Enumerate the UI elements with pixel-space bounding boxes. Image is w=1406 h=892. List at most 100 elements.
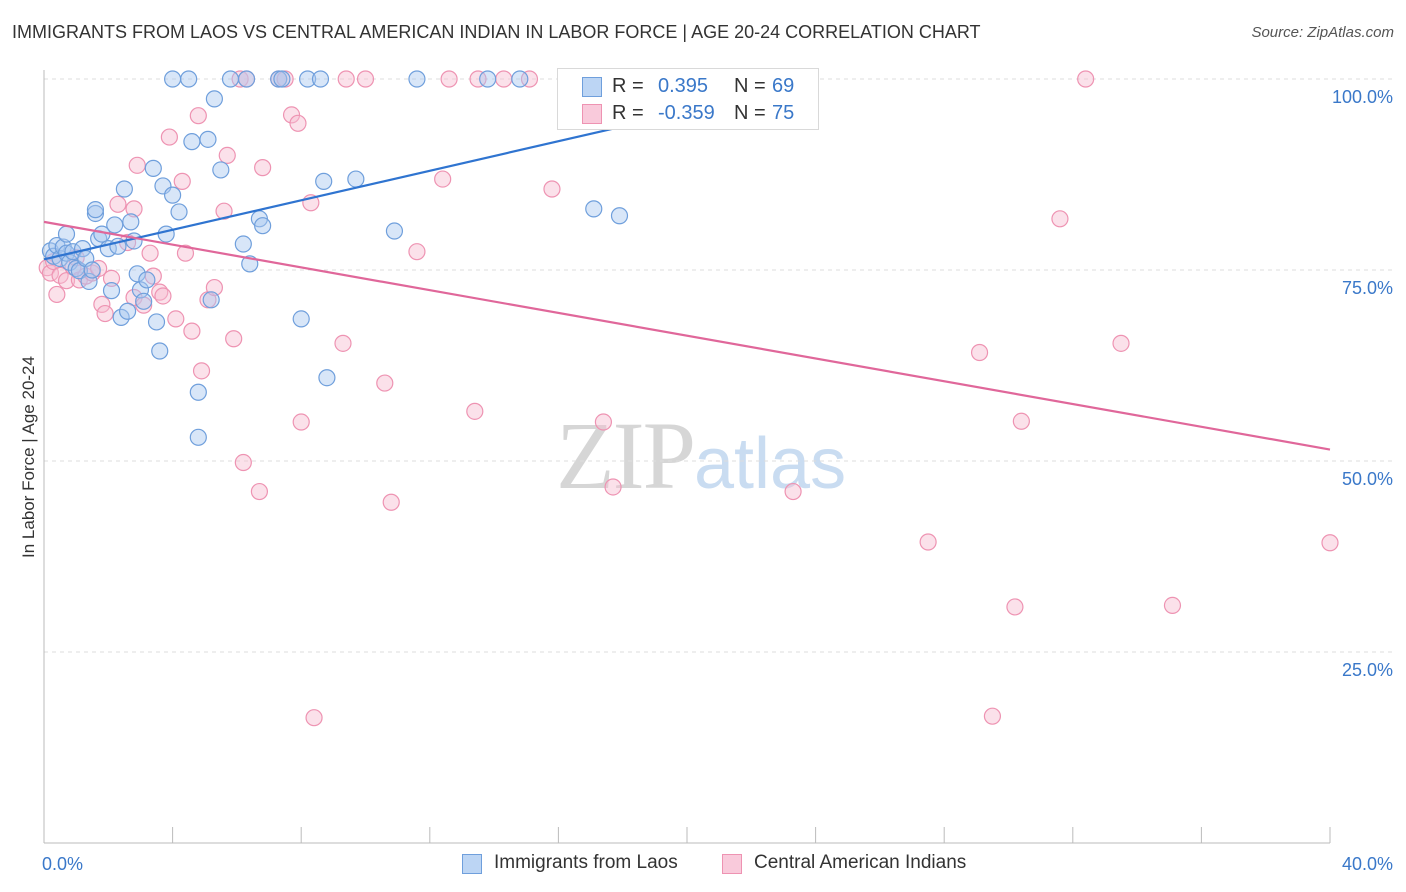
y-tick-label: 25.0% <box>1342 660 1393 680</box>
bottom-legend-swatch-pink <box>722 854 742 874</box>
central-american-point <box>173 172 191 190</box>
series-central-american-indians <box>38 70 1339 727</box>
legend-swatch-pink <box>582 104 602 124</box>
laos-point <box>164 186 182 204</box>
trend-line-laos <box>43 106 704 261</box>
bottom-legend-label-laos: Immigrants from Laos <box>494 852 678 873</box>
central-american-point <box>218 146 236 164</box>
y-tick-label: 50.0% <box>1342 469 1393 489</box>
laos-point <box>315 172 333 190</box>
central-american-point <box>337 70 355 88</box>
laos-point <box>347 170 365 188</box>
central-american-point <box>215 202 233 220</box>
watermark: ZIPatlas <box>556 400 846 511</box>
watermark-zip: ZIP <box>556 402 696 509</box>
central-american-point <box>356 70 375 88</box>
laos-point <box>138 271 156 289</box>
central-american-point <box>167 310 185 328</box>
central-american-point <box>334 334 352 352</box>
central-american-point <box>154 287 172 305</box>
central-american-point <box>305 709 323 727</box>
central-american-point <box>466 402 484 420</box>
laos-point <box>311 70 330 88</box>
legend-swatch-blue <box>582 77 602 97</box>
laos-point <box>170 203 188 221</box>
laos-point <box>118 302 137 320</box>
laos-point <box>164 70 182 88</box>
laos-point <box>86 201 105 219</box>
bottom-legend-swatch-blue <box>462 854 482 874</box>
central-american-point <box>192 362 211 380</box>
legend-n-label: N = <box>734 102 766 124</box>
laos-point <box>408 70 426 88</box>
laos-point <box>183 133 201 151</box>
central-american-point <box>176 244 195 262</box>
central-american-point <box>109 195 127 213</box>
laos-point <box>122 213 140 231</box>
laos-point <box>202 291 220 309</box>
central-american-point <box>408 243 426 261</box>
central-american-point <box>48 285 66 304</box>
grid-lines <box>44 78 1392 653</box>
laos-point <box>585 200 603 218</box>
central-american-point <box>90 259 108 278</box>
central-american-point <box>434 170 452 188</box>
y-axis-title: In Labor Force | Age 20-24 <box>19 356 38 558</box>
laos-point <box>479 70 497 88</box>
central-american-point <box>1163 596 1182 614</box>
laos-point <box>212 161 230 179</box>
laos-point <box>144 159 162 177</box>
chart-title: IMMIGRANTS FROM LAOS VS CENTRAL AMERICAN… <box>12 22 981 42</box>
legend-r-label: R = <box>612 102 644 124</box>
central-american-point <box>254 159 272 177</box>
laos-point <box>610 207 629 225</box>
central-american-point <box>543 180 561 198</box>
laos-point <box>157 225 175 243</box>
laos-point <box>180 70 198 88</box>
x-tick-label-max: 40.0% <box>1342 854 1393 874</box>
laos-point <box>115 180 133 198</box>
central-american-point <box>93 295 111 313</box>
laos-point <box>83 261 101 279</box>
source-label: Source: ZipAtlas.com <box>1251 24 1394 41</box>
laos-point <box>135 292 153 310</box>
central-american-point <box>520 70 539 88</box>
laos-point <box>299 70 317 88</box>
central-american-point <box>57 272 76 290</box>
laos-point <box>102 282 121 300</box>
central-american-point <box>125 200 143 218</box>
correlation-legend: R = 0.395 N = 69 R = -0.359 N = 75 <box>557 68 819 130</box>
laos-point <box>385 222 404 240</box>
central-american-point <box>250 482 269 501</box>
central-american-point <box>183 322 201 340</box>
central-american-point <box>1051 210 1069 228</box>
central-american-point <box>231 70 249 88</box>
y-tick-label: 75.0% <box>1342 278 1393 298</box>
laos-point <box>128 265 146 283</box>
laos-point <box>234 235 252 253</box>
central-american-point <box>495 70 513 88</box>
laos-point <box>237 70 256 88</box>
central-american-point <box>983 707 1002 725</box>
trend-lines <box>43 106 1331 451</box>
central-american-point <box>382 493 400 511</box>
central-american-point <box>1077 70 1095 88</box>
central-american-point <box>141 244 159 262</box>
laos-point <box>189 383 207 401</box>
laos-point <box>86 204 105 223</box>
laos-point <box>151 342 169 360</box>
legend-r-value-laos: 0.395 <box>658 75 709 97</box>
laos-point <box>199 130 217 148</box>
laos-point <box>292 310 310 328</box>
central-american-point <box>289 114 307 132</box>
legend-n-value-laos: 69 <box>772 75 795 97</box>
central-american-point <box>96 304 114 323</box>
laos-point <box>221 70 240 88</box>
central-american-point <box>1006 598 1024 616</box>
legend-n-label: N = <box>734 75 766 97</box>
central-american-point <box>189 107 207 125</box>
laos-point <box>147 313 166 331</box>
x-tick-label-min: 0.0% <box>42 854 83 874</box>
trend-line-central-american <box>43 220 1331 451</box>
